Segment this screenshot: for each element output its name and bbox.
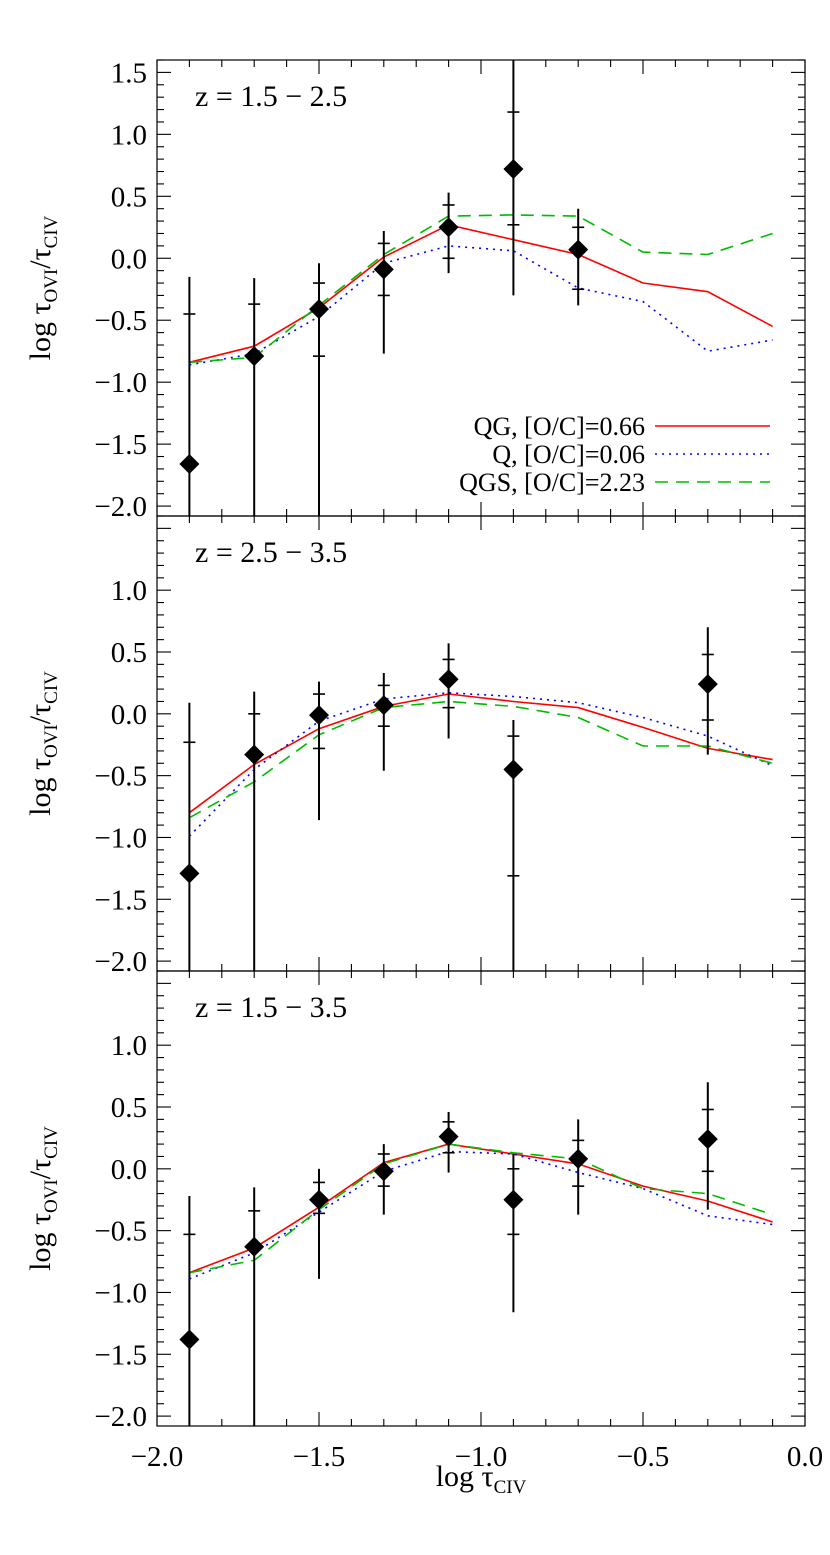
y-axis-label: log τOVI/τCIV: [24, 1126, 62, 1271]
y-label-sub-den: CIV: [41, 215, 62, 248]
y-tick-label: −0.5: [94, 761, 147, 793]
x-label-sub: CIV: [494, 1477, 527, 1498]
x-tick-label: −2.0: [131, 1441, 184, 1473]
y-label-main: log τ: [24, 1213, 57, 1271]
y-label-main: log τ: [24, 758, 57, 816]
y-tick-label: −1.0: [94, 1277, 147, 1309]
model-line-Q: [189, 1150, 773, 1280]
panel-2: 1.0 0.5 0.0 −0.5 −1.0 −1.5 −2.0 z = 2.5 − 3.5 lo…: [24, 515, 806, 978]
y-tick-label: 1.5: [111, 57, 147, 89]
y-tick-label: 1.0: [111, 1030, 147, 1062]
y-label-sub-num: OVI: [41, 269, 62, 303]
y-tick-label: −2.0: [94, 491, 147, 523]
y-label-sub-num: OVI: [41, 724, 62, 758]
y-tick-label: 0.0: [111, 243, 147, 275]
legend-label: QGS, [O/C]=2.23: [459, 468, 645, 497]
panel-label: z = 2.5 − 3.5: [195, 536, 347, 569]
y-label-slash: /τ: [24, 248, 57, 268]
panel-1: 1.5 1.0 0.5 0.0 −0.5 −1.0 −1.5 −2.0 z = 1.5 − 2.…: [24, 57, 806, 523]
data-point: [179, 453, 200, 474]
data-point: [373, 695, 394, 716]
legend-label: QG, [O/C]=0.66: [474, 412, 645, 441]
data-point: [373, 259, 394, 280]
y-tick-label: −1.0: [94, 367, 147, 399]
data-point: [503, 1189, 524, 1210]
data-point: [179, 1329, 200, 1350]
y-label-sub-num: OVI: [41, 1179, 62, 1213]
y-tick-label: −0.5: [94, 305, 147, 337]
y-tick-label: −1.5: [94, 1339, 147, 1371]
data-point: [309, 1189, 329, 1210]
legend-label: Q, [O/C]=0.06: [492, 440, 645, 469]
data-point: [503, 759, 524, 780]
data-point: [244, 346, 265, 367]
y-label-sub-den: CIV: [41, 671, 62, 704]
y-tick-label: −2.0: [94, 946, 147, 978]
panel-3: 1.0 0.5 0.0 −0.5 −1.0 −1.5 −2.0 z = 1.5 − 3.5 lo…: [24, 970, 806, 1433]
model-line-QG: [189, 1143, 773, 1274]
y-tick-label: −1.5: [94, 884, 147, 916]
y-label-slash: /τ: [24, 704, 57, 724]
data-point: [568, 1148, 589, 1169]
x-axis-label: log τCIV: [436, 1460, 527, 1498]
data-point: [568, 239, 589, 260]
y-label-sub-den: CIV: [41, 1126, 62, 1159]
panel-label: z = 1.5 − 2.5: [195, 80, 347, 113]
model-line-QGS: [189, 214, 773, 364]
data-point: [244, 744, 265, 765]
data-point: [438, 217, 459, 238]
y-axis-label: log τOVI/τCIV: [24, 215, 62, 360]
y-tick-label: −0.5: [94, 1216, 147, 1248]
data-point: [309, 299, 329, 320]
x-tick-label: 0.0: [787, 1441, 823, 1473]
x-tick-label: −0.5: [617, 1441, 670, 1473]
y-tick-label: −2.0: [94, 1401, 147, 1433]
data-point: [373, 1161, 394, 1182]
model-line-QG: [188, 693, 773, 814]
data-point: [438, 669, 459, 690]
y-axis-label: log τOVI/τCIV: [24, 671, 62, 816]
model-line-QGS: [189, 1143, 773, 1274]
data-point: [309, 705, 329, 726]
panel-label: z = 1.5 − 3.5: [195, 991, 347, 1024]
y-tick-label: −1.0: [94, 822, 147, 854]
x-label-main: log τ: [436, 1460, 494, 1493]
data-point: [503, 159, 524, 180]
y-tick-label: 1.0: [111, 119, 147, 151]
data-point: [179, 863, 200, 884]
y-label-main: log τ: [24, 303, 57, 361]
data-point: [438, 1126, 459, 1147]
data-point: [697, 674, 718, 695]
y-tick-label: 0.0: [111, 699, 147, 731]
model-line-Q: [188, 691, 773, 837]
y-tick-label: 0.5: [111, 181, 147, 213]
y-tick-label: 0.0: [111, 1154, 147, 1186]
x-tick-label: −1.5: [293, 1441, 346, 1473]
data-point: [244, 1236, 265, 1257]
x-tick-label: −1.0: [455, 1441, 508, 1473]
y-tick-label: 0.5: [111, 637, 147, 669]
y-tick-label: 1.0: [111, 575, 147, 607]
model-line-Q: [189, 245, 773, 366]
data-point: [697, 1129, 718, 1150]
y-tick-label: 0.5: [111, 1092, 147, 1124]
y-label-slash: /τ: [24, 1159, 57, 1179]
model-line-QGS: [189, 700, 773, 819]
y-tick-label: −1.5: [94, 429, 147, 461]
model-line-QG: [189, 223, 773, 364]
